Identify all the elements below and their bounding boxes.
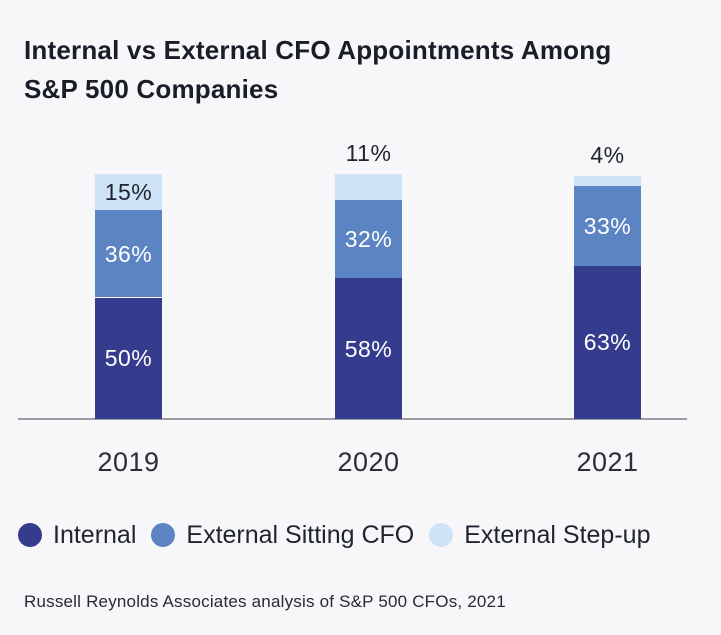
bar-value-label: 63%	[583, 329, 632, 356]
legend-item-external-step-up: External Step-up	[429, 521, 650, 550]
chart-title: Internal vs External CFO Appointments Am…	[24, 31, 611, 109]
legend-label: External Step-up	[464, 520, 651, 549]
bar-segment-2021-internal: 63%	[574, 265, 641, 419]
bar-segment-2019-external-sitting-cfo: 36%	[95, 210, 162, 298]
x-axis-line	[18, 418, 687, 420]
x-axis-label-2021: 2021	[576, 447, 639, 477]
bar-segment-2021-external-sitting-cfo: 33%	[574, 185, 641, 266]
bar-value-label: 50%	[104, 345, 153, 372]
chart-title-line1: Internal vs External CFO Appointments Am…	[24, 35, 612, 65]
legend-swatch-icon	[151, 523, 176, 547]
bar-segment-2020-external-sitting-cfo: 32%	[335, 200, 402, 279]
legend-label: Internal	[53, 520, 137, 549]
bar-value-label: 58%	[344, 335, 393, 362]
bar-segment-2020-external-step-up	[335, 173, 402, 201]
legend-label: External Sitting CFO	[186, 520, 415, 549]
legend: Internal External Sitting CFO External Ste…	[18, 520, 665, 550]
bar-value-label: 15%	[104, 178, 153, 205]
bar-value-label: 32%	[344, 226, 393, 253]
bar-value-label: 33%	[583, 212, 632, 239]
legend-item-external-sitting-cfo: External Sitting CFO	[151, 521, 414, 550]
bar-segment-2019-external-step-up: 15%	[95, 173, 162, 210]
legend-swatch-icon	[18, 523, 42, 547]
chart-title-line2: S&P 500 Companies	[24, 74, 279, 104]
x-axis-label-2019: 2019	[97, 447, 160, 477]
legend-item-internal: Internal	[18, 521, 136, 550]
legend-swatch-icon	[429, 523, 454, 547]
bar-value-label: 11%	[345, 139, 392, 166]
bar-segment-2021-external-step-up	[574, 176, 641, 186]
bar-value-label: 36%	[104, 240, 153, 267]
bar-value-label: 4%	[590, 142, 625, 168]
x-axis-label-2020: 2020	[337, 447, 400, 477]
bar-segment-2019-internal: 50%	[95, 297, 162, 419]
source-note: Russell Reynolds Associates analysis of …	[24, 592, 506, 611]
bar-segment-2020-internal: 58%	[335, 278, 402, 419]
